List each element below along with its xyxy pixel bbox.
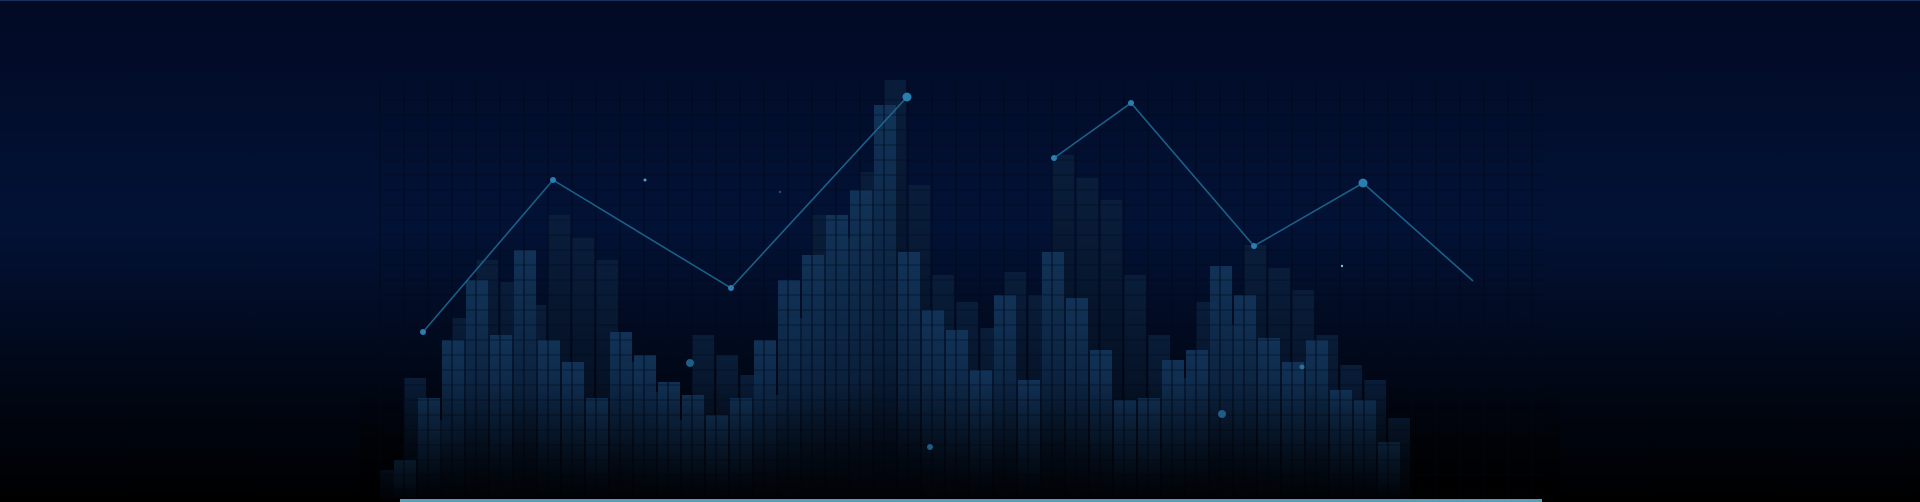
floating-dot xyxy=(1218,410,1226,418)
trend-dot xyxy=(1051,155,1057,161)
floating-dot xyxy=(686,359,694,367)
floating-dot xyxy=(643,178,647,182)
trend-dot xyxy=(728,285,734,291)
floating-dot xyxy=(1340,264,1344,268)
floating-dots xyxy=(643,178,1344,450)
trend-dot xyxy=(420,329,426,335)
trend-dot xyxy=(1251,243,1257,249)
trend-dot xyxy=(1358,178,1368,188)
floating-dot xyxy=(778,190,782,194)
trend-dots xyxy=(420,92,1368,335)
trend-dot xyxy=(1128,100,1134,106)
trend-dot xyxy=(550,177,556,183)
base-line xyxy=(400,499,1542,502)
trend-dot xyxy=(902,92,912,102)
trend-line-left xyxy=(422,96,908,333)
floating-dot xyxy=(1299,364,1305,370)
floating-dot xyxy=(927,444,933,450)
